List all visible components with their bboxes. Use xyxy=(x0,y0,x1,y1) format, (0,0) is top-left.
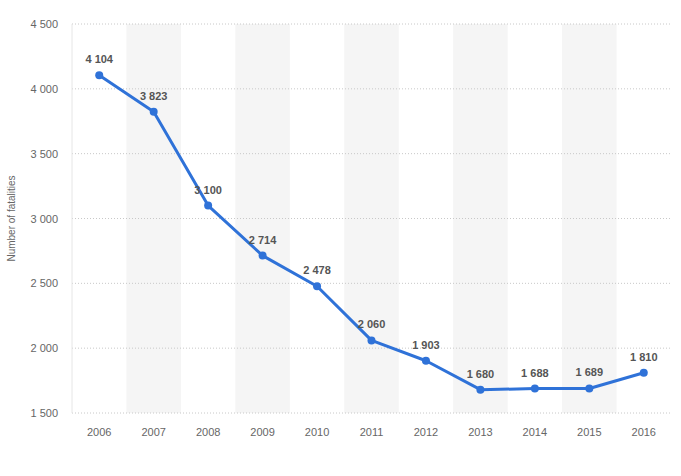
data-label: 2 714 xyxy=(249,234,277,246)
x-tick-label: 2013 xyxy=(468,426,492,438)
y-tick-label: 3 000 xyxy=(30,213,58,225)
data-label: 3 823 xyxy=(140,90,168,102)
grid-line xyxy=(72,24,671,25)
marker xyxy=(640,369,648,377)
data-label: 1 689 xyxy=(576,366,604,378)
data-label: 1 680 xyxy=(467,368,495,380)
grid-line xyxy=(72,348,671,349)
x-tick-label: 2009 xyxy=(250,426,274,438)
chart-container: 1 500 2 000 2 500 3 000 3 500 4 000 4 500 Numbe… xyxy=(0,0,681,476)
marker xyxy=(585,384,593,392)
x-tick-label: 2011 xyxy=(360,426,384,438)
chart-svg: 1 500 2 000 2 500 3 000 3 500 4 000 4 500 Numbe… xyxy=(0,0,681,476)
x-tick-label: 2012 xyxy=(414,426,438,438)
x-tick-label: 2007 xyxy=(141,426,165,438)
y-tick-label: 2 000 xyxy=(30,342,58,354)
grid-line xyxy=(72,413,671,414)
marker xyxy=(422,357,430,365)
series-group xyxy=(95,71,648,393)
marker xyxy=(259,252,267,260)
x-tick-label: 2010 xyxy=(305,426,329,438)
data-label: 1 810 xyxy=(630,351,658,363)
grid-line xyxy=(72,218,671,219)
data-label: 2 478 xyxy=(303,264,331,276)
y-tick-label: 1 500 xyxy=(30,407,58,419)
data-label: 1 903 xyxy=(412,339,440,351)
y-tick-label: 4 000 xyxy=(30,83,58,95)
marker xyxy=(313,282,321,290)
data-label: 2 060 xyxy=(358,318,386,330)
y-tick-label: 3 500 xyxy=(30,148,58,160)
x-tick-label: 2008 xyxy=(196,426,220,438)
grid-line xyxy=(72,153,671,154)
data-label: 4 104 xyxy=(85,53,113,65)
marker xyxy=(150,108,158,116)
y-axis-title: Number of fatalities xyxy=(6,175,17,261)
marker xyxy=(368,336,376,344)
marker xyxy=(476,386,484,394)
x-tick-label: 2014 xyxy=(523,426,547,438)
y-axis-line xyxy=(72,24,73,413)
grid-line xyxy=(72,283,671,284)
marker xyxy=(95,71,103,79)
line xyxy=(99,75,644,389)
y-tick-label: 4 500 xyxy=(30,18,58,30)
marker xyxy=(531,385,539,393)
y-tick-label: 2 500 xyxy=(30,277,58,289)
x-tick-label: 2016 xyxy=(632,426,656,438)
marker xyxy=(204,202,212,210)
x-tick-label: 2015 xyxy=(577,426,601,438)
data-label: 1 688 xyxy=(521,367,549,379)
x-tick-label: 2006 xyxy=(87,426,111,438)
data-label: 3 100 xyxy=(194,184,222,196)
